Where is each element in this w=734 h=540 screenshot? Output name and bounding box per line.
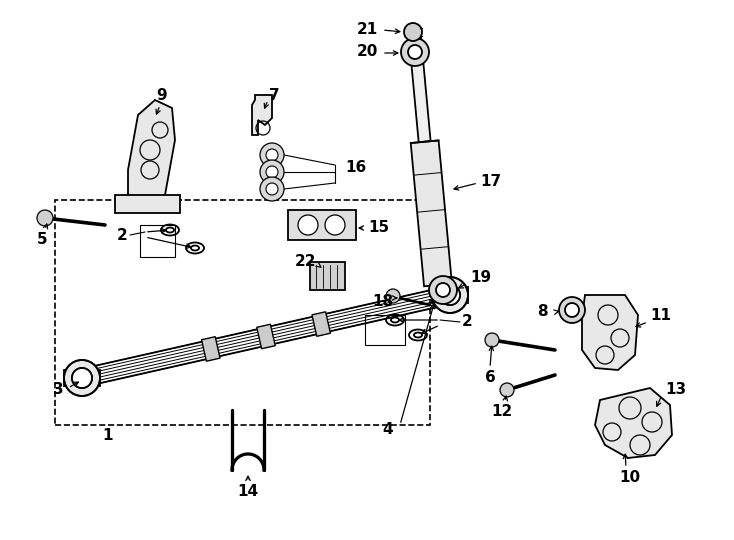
- Text: 12: 12: [491, 404, 512, 420]
- Polygon shape: [202, 336, 220, 361]
- Polygon shape: [582, 295, 638, 370]
- Polygon shape: [595, 388, 672, 458]
- Text: 5: 5: [37, 233, 47, 247]
- Text: 16: 16: [345, 160, 366, 176]
- Bar: [55, 200, 430, 425]
- Polygon shape: [432, 287, 468, 303]
- Text: 10: 10: [619, 470, 641, 485]
- Circle shape: [266, 166, 278, 178]
- Text: 17: 17: [480, 174, 501, 190]
- Text: 4: 4: [382, 422, 393, 437]
- Circle shape: [386, 289, 400, 303]
- Text: 19: 19: [470, 271, 491, 286]
- Text: 14: 14: [237, 484, 258, 500]
- Text: 15: 15: [368, 220, 389, 235]
- Bar: [115, 195, 180, 213]
- Circle shape: [440, 285, 460, 305]
- Circle shape: [440, 285, 460, 305]
- Polygon shape: [409, 37, 431, 143]
- Circle shape: [260, 143, 284, 167]
- Circle shape: [404, 23, 422, 41]
- Text: 8: 8: [537, 305, 548, 320]
- Text: 2: 2: [462, 314, 473, 329]
- Circle shape: [266, 149, 278, 161]
- Circle shape: [559, 297, 585, 323]
- Circle shape: [408, 45, 422, 59]
- Text: 11: 11: [650, 307, 671, 322]
- Circle shape: [432, 277, 468, 313]
- Text: 1: 1: [103, 428, 113, 442]
- Text: 20: 20: [357, 44, 378, 59]
- Circle shape: [266, 183, 278, 195]
- Circle shape: [401, 38, 429, 66]
- Circle shape: [325, 215, 345, 235]
- Circle shape: [64, 360, 100, 396]
- Bar: [365, 315, 405, 345]
- Circle shape: [260, 160, 284, 184]
- Polygon shape: [128, 100, 175, 200]
- Circle shape: [72, 368, 92, 388]
- Polygon shape: [411, 140, 452, 286]
- Text: 22: 22: [294, 254, 316, 269]
- Text: 21: 21: [357, 23, 378, 37]
- Bar: [288, 210, 356, 240]
- Bar: [140, 225, 175, 257]
- Circle shape: [429, 276, 457, 304]
- Text: 7: 7: [269, 87, 280, 103]
- Text: 2: 2: [117, 227, 128, 242]
- Text: 18: 18: [372, 294, 393, 309]
- Text: 6: 6: [484, 370, 495, 386]
- Polygon shape: [252, 95, 272, 135]
- Polygon shape: [257, 324, 275, 349]
- Polygon shape: [64, 370, 100, 386]
- Text: 13: 13: [665, 382, 686, 397]
- Circle shape: [485, 333, 499, 347]
- Circle shape: [260, 177, 284, 201]
- Circle shape: [436, 283, 450, 297]
- Circle shape: [500, 383, 514, 397]
- Circle shape: [72, 368, 92, 388]
- Circle shape: [298, 215, 318, 235]
- Circle shape: [565, 303, 579, 317]
- Text: 9: 9: [156, 87, 167, 103]
- Circle shape: [37, 210, 53, 226]
- Polygon shape: [312, 312, 330, 336]
- Text: 3: 3: [53, 382, 63, 397]
- Bar: [310, 262, 345, 290]
